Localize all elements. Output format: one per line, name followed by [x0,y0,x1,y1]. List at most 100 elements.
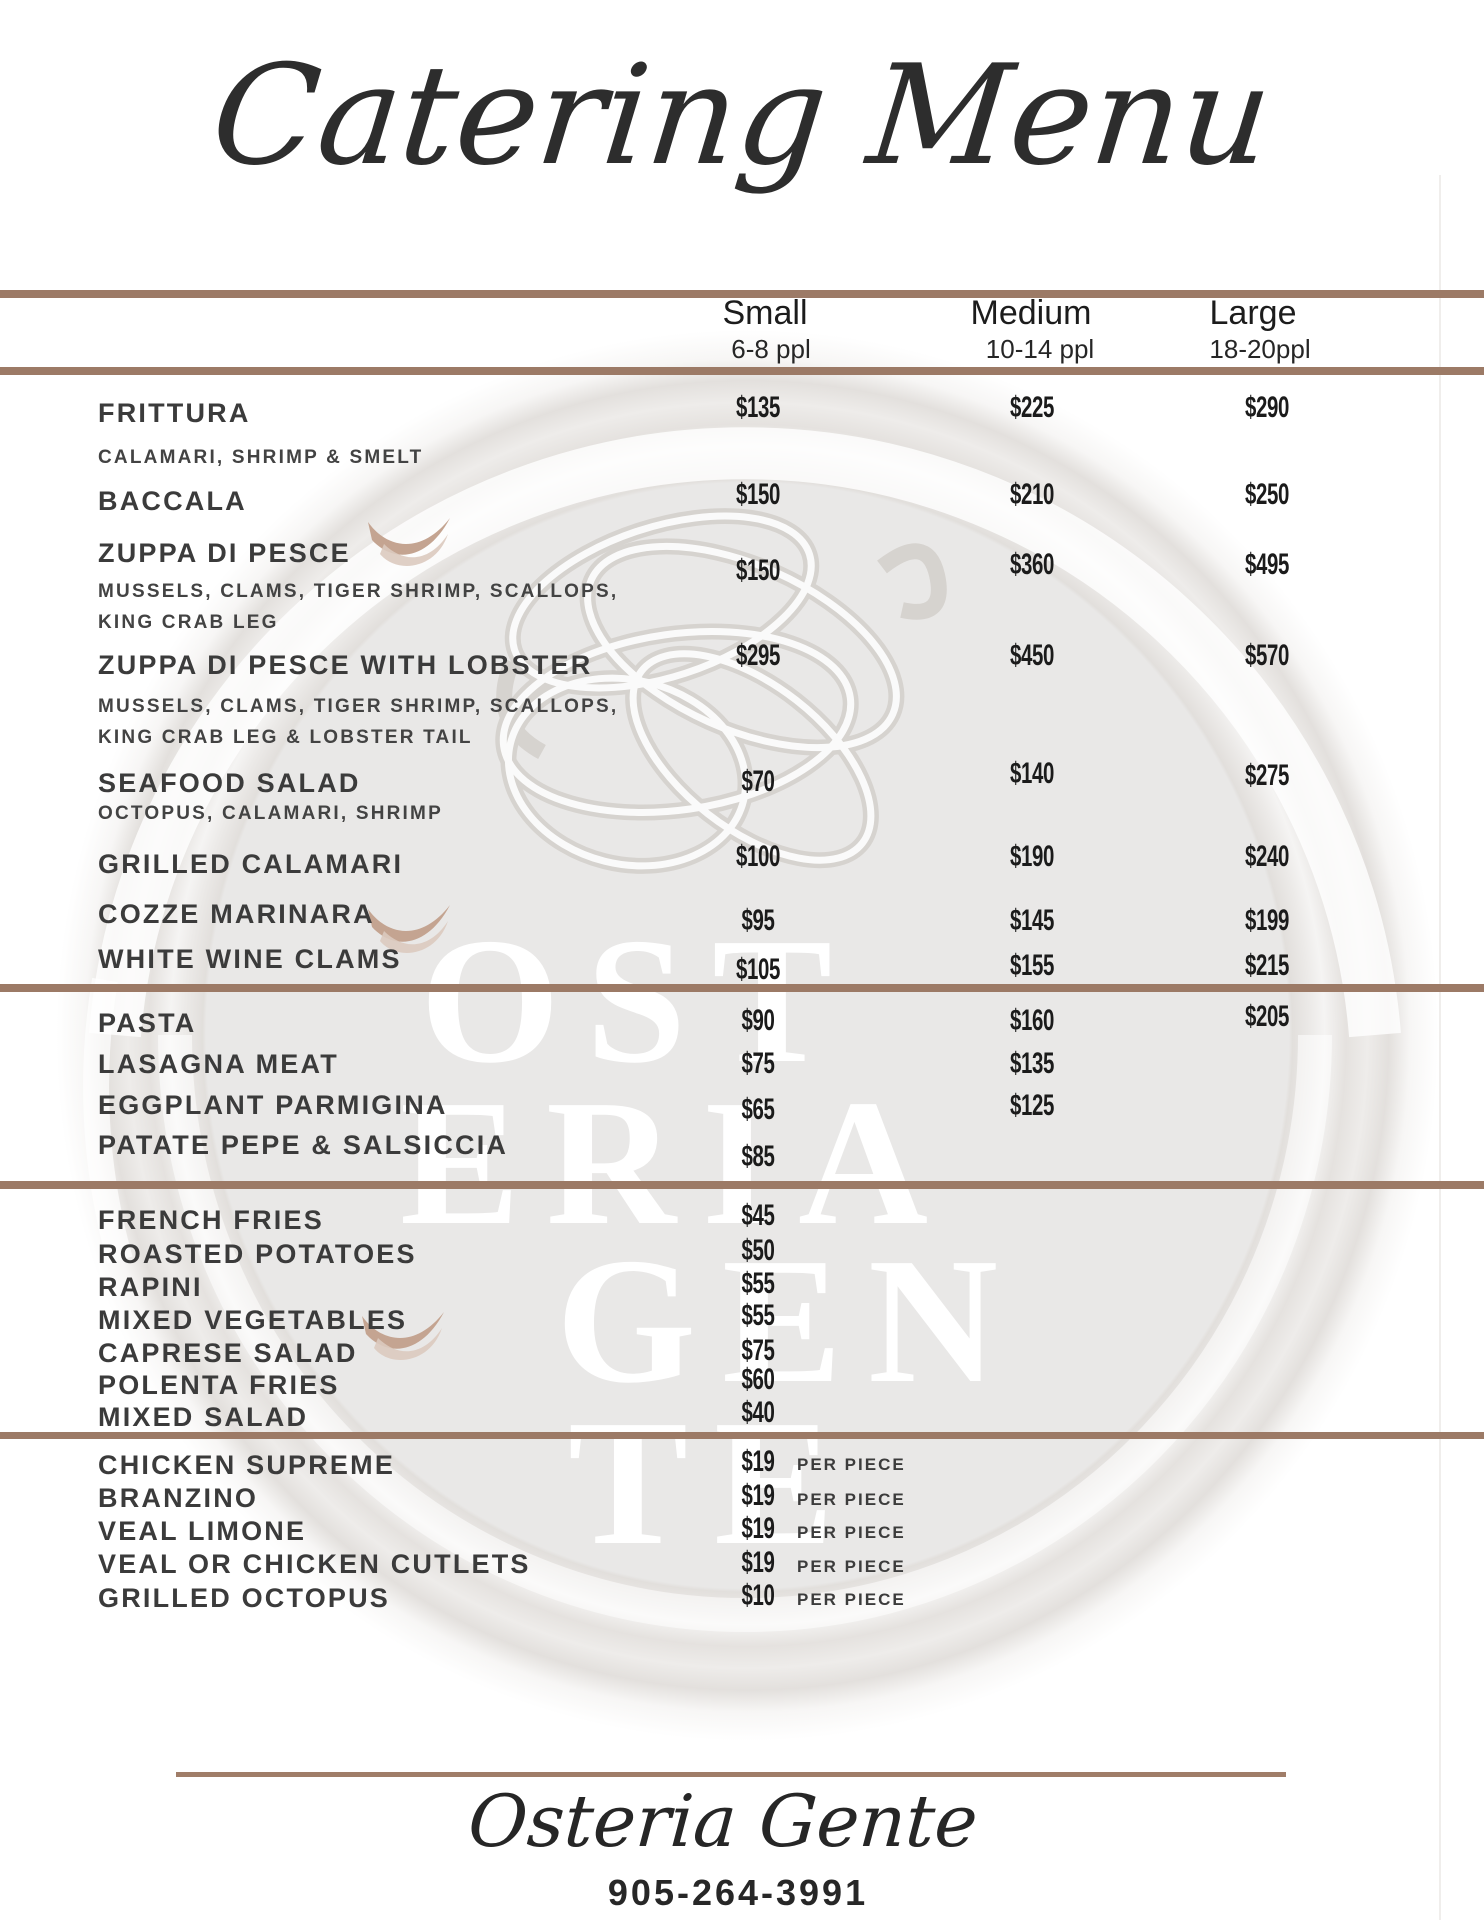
price-large: $495 [1244,548,1290,581]
menu-item-desc: OCTOPUS, CALAMARI, SHRIMP [98,803,443,824]
price-medium: $125 [1009,1089,1055,1122]
section-divider [0,1432,1484,1439]
menu-item-name: POLENTA FRIES [98,1370,340,1400]
price-medium: $140 [1009,757,1055,790]
price-medium: $155 [1009,949,1055,982]
price-large: $570 [1244,639,1290,672]
menu-item-name: WHITE WINE CLAMS [98,944,402,974]
price-medium: $225 [1009,391,1055,424]
menu-item-name: GRILLED OCTOPUS [98,1583,391,1613]
column-header-small: Small [722,294,808,332]
menu-item-name: EGGPLANT PARMIGINA [98,1090,448,1120]
menu-item-name: MIXED VEGETABLES [98,1305,408,1335]
column-subheader-large: 18-20ppl [1209,334,1311,364]
swoosh-accent-icon [368,518,450,566]
menu-item-desc: MUSSELS, CLAMS, TIGER SHRIMP, SCALLOPS, [98,696,619,717]
price-small: $40 [741,1396,775,1429]
menu-item-name: SEAFOOD SALAD [98,768,361,798]
menu-item-desc: KING CRAB LEG [98,612,279,633]
column-subheader-small: 6-8 ppl [731,334,811,364]
watermark-letters: OST [420,901,859,1100]
price-small: $75 [741,1334,775,1367]
price-small: $55 [741,1267,775,1300]
menu-item-name: VEAL OR CHICKEN CUTLETS [98,1549,531,1579]
price-medium: $450 [1009,639,1055,672]
price-small: $70 [741,765,775,798]
swoosh-accent-icon [362,1312,444,1360]
price-large: $250 [1244,478,1290,511]
watermark-letters: TE [568,1383,861,1582]
menu-item-name: COZZE MARINARA [98,899,375,929]
price-per-piece: $19 [741,1512,775,1545]
price-per-piece: $10 [741,1579,775,1612]
per-piece-label: PER PIECE [797,1557,906,1576]
watermark-letters: GEN [556,1221,1025,1420]
price-small: $135 [735,391,781,424]
price-small: $45 [741,1199,775,1232]
brand-script: Osteria Gente [465,1779,981,1863]
price-medium: $210 [1009,478,1055,511]
section-divider [0,984,1484,992]
price-small: $75 [741,1047,775,1080]
price-medium: $145 [1009,904,1055,937]
menu-item-name: ZUPPA DI PESCE [98,538,351,568]
watermark-brush-circle [35,308,1460,1763]
price-small: $65 [741,1093,775,1126]
pasta-nest-illustration [495,508,947,874]
swoosh-accent-icon [368,905,450,953]
menu-item-name: ZUPPA DI PESCE WITH LOBSTER [98,650,593,680]
menu-item-name: FRITTURA [98,398,251,428]
menu-item-name: FRENCH FRIES [98,1205,324,1235]
price-per-piece: $19 [741,1479,775,1512]
menu-item-name: LASAGNA MEAT [98,1049,339,1079]
menu-item-name: BRANZINO [98,1483,259,1513]
price-large: $290 [1244,391,1290,424]
menu-item-name: CHICKEN SUPREME [98,1450,396,1480]
price-small: $95 [741,904,775,937]
menu-item-name: PASTA [98,1008,197,1038]
price-small: $50 [741,1234,775,1267]
price-small: $150 [735,478,781,511]
menu-item-name: PATATE PEPE & SALSICCIA [98,1130,509,1160]
price-medium: $160 [1009,1004,1055,1037]
price-medium: $135 [1009,1047,1055,1080]
per-piece-label: PER PIECE [797,1490,906,1509]
footer-divider [176,1772,1286,1777]
price-per-piece: $19 [741,1445,775,1478]
section-divider [0,367,1484,375]
per-piece-label: PER PIECE [797,1455,906,1474]
menu-item-desc: MUSSELS, CLAMS, TIGER SHRIMP, SCALLOPS, [98,581,619,602]
menu-item-name: BACCALA [98,486,247,516]
menu-item-name: ROASTED POTATOES [98,1239,417,1269]
page-title: Catering Menu [205,35,1279,196]
menu-item-name: VEAL LIMONE [98,1516,307,1546]
per-piece-label: PER PIECE [797,1590,906,1609]
price-small: $60 [741,1363,775,1396]
price-large: $199 [1244,904,1290,937]
price-small: $55 [741,1299,775,1332]
watermark-letters: ERIA [400,1063,955,1262]
price-small: $90 [741,1004,775,1037]
column-header-medium: Medium [970,294,1092,332]
page-edge-line [1439,175,1441,1920]
price-medium: $190 [1009,840,1055,873]
price-large: $240 [1244,840,1290,873]
section-divider [0,290,1484,298]
price-large: $215 [1244,949,1290,982]
menu-item-desc: KING CRAB LEG & LOBSTER TAIL [98,727,473,748]
menu-item-name: GRILLED CALAMARI [98,849,404,879]
price-small: $295 [735,639,781,672]
price-per-piece: $19 [741,1546,775,1579]
column-subheader-medium: 10-14 ppl [985,334,1095,364]
price-small: $85 [741,1140,775,1173]
menu-item-name: MIXED SALAD [98,1402,309,1432]
column-header-large: Large [1209,294,1297,332]
menu-item-name: CAPRESE SALAD [98,1338,358,1368]
price-large: $275 [1244,759,1290,792]
price-small: $100 [735,840,781,873]
price-large: $205 [1244,1000,1290,1033]
price-small: $150 [735,554,781,587]
menu-item-desc: CALAMARI, SHRIMP & SMELT [98,447,424,468]
